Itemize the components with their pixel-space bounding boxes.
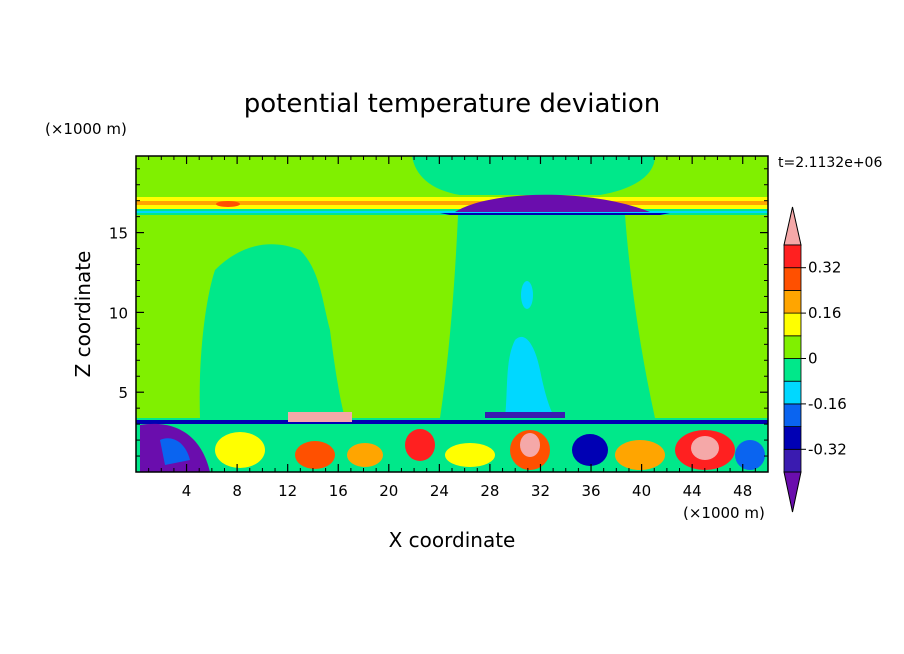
colorbar-bin [783,426,802,450]
x-tick-label: 24 [430,482,449,500]
x-axis-label: X coordinate [389,528,516,552]
field-bl-violet [485,412,565,418]
y-axis: 5 10 15 [109,168,768,457]
colorbar-bin [783,380,802,405]
field-bl-blob-2 [215,432,265,468]
field-top-bulge [412,156,655,195]
chart-title: potential temperature deviation [244,89,660,119]
field-bl-blob-10 [615,440,665,470]
x-axis: 4 8 12 16 20 24 28 32 36 40 44 48 [148,156,756,500]
x-tick-label: 36 [581,482,600,500]
field-bl-blob-8 [520,433,540,457]
y-unit-label: (×1000 m) [45,120,127,138]
x-tick-label: 28 [480,482,499,500]
field-band-cyan [136,211,768,213]
field-dome-base [440,213,670,215]
field-bl-blob-1 [160,438,190,465]
field-bl-blob-3 [295,441,335,469]
field-band-spot [216,201,240,207]
field-left-plume [199,244,345,418]
y-tick-label: 5 [118,384,128,402]
field-bl-pink [288,412,352,422]
field-cyan-spot [521,281,533,309]
field-bl-inversion [136,420,768,424]
field-bl-blob-6 [445,443,495,467]
colorbar-bin [783,267,802,291]
x-tick-label: 20 [379,482,398,500]
x-tick-label: 8 [232,482,242,500]
colorbar: -0.32 -0.16 0 0.16 0.32 [783,206,847,513]
x-unit-label: (×1000 m) [683,504,765,522]
colorbar-bin [783,312,802,337]
field-bl-blob-12 [691,436,719,460]
colorbar-bin [783,448,802,473]
x-tick-label: 32 [531,482,550,500]
colorbar-bin [783,335,802,359]
contour-field [136,156,768,472]
colorbar-bin [783,289,802,314]
x-tick-label: 44 [683,482,702,500]
field-bl-blob-13 [735,440,765,470]
x-tick-label: 40 [632,482,651,500]
field-dome [455,194,650,212]
colorbar-label: 0.32 [808,259,841,277]
y-tick-label: 10 [109,304,128,322]
colorbar-bin [783,358,802,382]
colorbar-label: 0.16 [808,304,841,322]
colorbar-label: -0.32 [808,440,847,458]
x-tick-label: 48 [733,482,752,500]
time-label: t=2.1132e+06 [778,155,882,171]
colorbar-label: 0 [808,350,818,368]
x-tick-label: 4 [182,482,192,500]
field-band-orange [136,201,768,205]
field-center-plume [440,215,655,418]
field-bl-blob-5 [405,429,435,461]
colorbar-extend-min [783,471,802,513]
colorbar-label: -0.16 [808,395,847,413]
field-center-cyan [505,336,555,418]
field-bl-blob-9 [572,434,608,466]
x-tick-label: 12 [278,482,297,500]
y-tick-label: 15 [109,225,128,243]
field-bl-blob-4 [347,443,383,467]
colorbar-bin [783,244,802,269]
x-tick-label: 16 [329,482,348,500]
y-axis-label: Z coordinate [71,251,95,378]
colorbar-extend-max [783,206,802,246]
colorbar-bin [783,403,802,427]
